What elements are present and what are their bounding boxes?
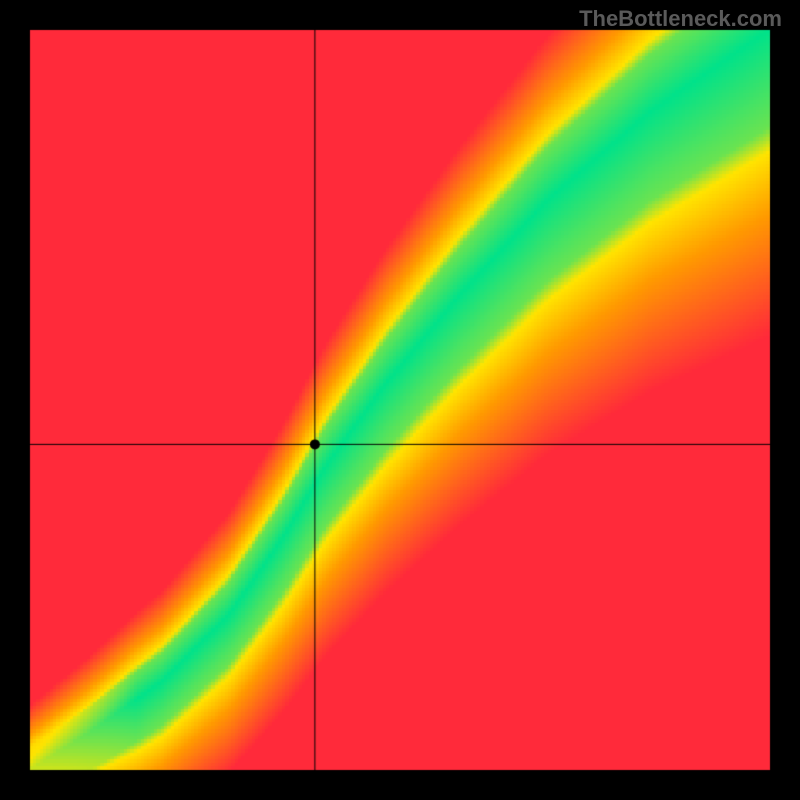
heatmap-canvas (0, 0, 800, 800)
chart-container: TheBottleneck.com (0, 0, 800, 800)
watermark-text: TheBottleneck.com (579, 6, 782, 32)
heatmap-canvas-wrap (0, 0, 800, 800)
